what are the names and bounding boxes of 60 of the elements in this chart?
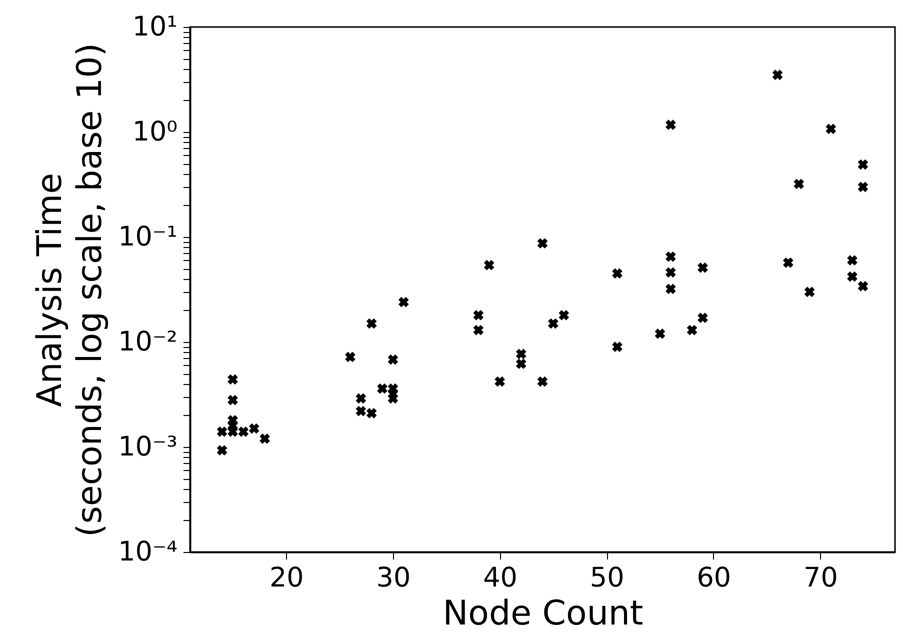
y-tick-label: 10⁻² <box>118 326 178 358</box>
point <box>484 260 494 270</box>
point <box>804 286 815 298</box>
x-tick-label: 30 <box>376 562 411 594</box>
y-tick-label: 10⁻¹ <box>118 222 178 252</box>
point <box>782 257 794 268</box>
point <box>260 433 270 444</box>
point <box>612 342 622 352</box>
point <box>665 251 676 262</box>
point <box>847 255 858 266</box>
point <box>537 238 548 249</box>
point <box>698 312 708 323</box>
point <box>858 159 868 170</box>
point <box>537 376 548 387</box>
point <box>473 310 484 320</box>
point <box>516 348 526 360</box>
point <box>356 393 366 404</box>
point <box>826 124 836 134</box>
x-axis-title: Node Count <box>442 594 644 634</box>
point <box>228 374 238 385</box>
point <box>238 426 249 437</box>
point <box>228 394 238 406</box>
y-axis-title: Analysis Time (seconds, log scale, base 10) <box>30 42 110 538</box>
x-tick-label: 40 <box>483 562 518 594</box>
x-tick-label: 70 <box>804 562 838 594</box>
point <box>698 262 708 273</box>
point <box>388 354 398 365</box>
y-tick-label: 10⁻³ <box>118 432 178 462</box>
point <box>345 352 356 362</box>
point <box>366 318 377 329</box>
point <box>398 296 409 308</box>
point <box>858 182 868 192</box>
point <box>366 408 377 418</box>
y-tick-label: 10⁻⁴ <box>118 536 178 568</box>
point <box>858 281 868 292</box>
point <box>654 328 666 339</box>
point <box>216 426 228 437</box>
point <box>356 406 366 416</box>
point <box>665 267 676 278</box>
point <box>516 358 526 369</box>
point <box>665 284 676 294</box>
point <box>772 70 783 80</box>
point <box>558 310 570 320</box>
point <box>377 383 388 394</box>
x-tick-label: 20 <box>269 562 304 594</box>
point <box>248 423 260 434</box>
point <box>473 324 484 336</box>
x-tick-label: 50 <box>590 562 624 594</box>
point <box>494 376 505 387</box>
point <box>216 445 228 456</box>
point <box>847 271 858 282</box>
point <box>794 178 804 190</box>
point <box>665 120 676 130</box>
point <box>686 324 698 336</box>
x-tick-label: 60 <box>696 562 732 594</box>
point <box>548 318 558 329</box>
point <box>388 393 398 404</box>
y-tick-label: 10⁰ <box>132 116 178 148</box>
y-tick-label: 10¹ <box>132 12 178 42</box>
point <box>612 268 622 279</box>
